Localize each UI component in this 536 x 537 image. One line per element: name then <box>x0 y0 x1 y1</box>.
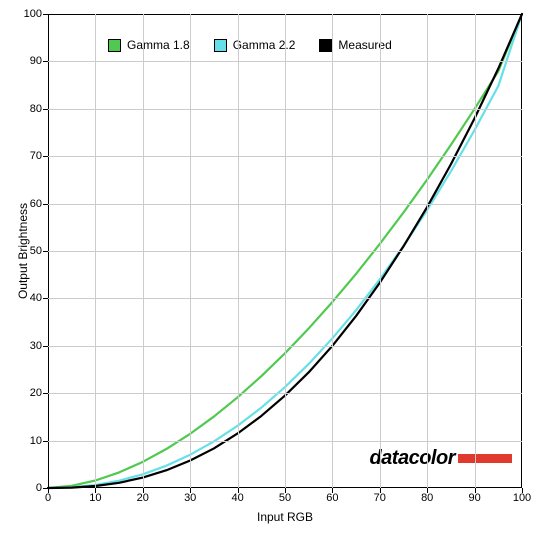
watermark: datacolor <box>369 447 512 470</box>
gridline-h <box>48 251 522 252</box>
legend-item: Gamma 2.2 <box>214 38 296 52</box>
legend: Gamma 1.8 Gamma 2.2 Measured <box>108 38 392 52</box>
tick-mark-y <box>43 441 48 442</box>
x-tick-label: 20 <box>137 492 149 504</box>
legend-label: Gamma 2.2 <box>233 38 296 52</box>
x-tick-label: 40 <box>231 492 243 504</box>
plot-area: Gamma 1.8Gamma 2.2Measured datacolor Inp… <box>48 14 522 488</box>
watermark-bar <box>458 454 512 463</box>
y-axis-label: Output Brightness <box>16 203 30 299</box>
y-tick-label: 100 <box>24 8 42 20</box>
x-tick-label: 80 <box>421 492 433 504</box>
tick-mark-y <box>43 488 48 489</box>
tick-mark-y <box>43 393 48 394</box>
gridline-h <box>48 393 522 394</box>
x-tick-label: 50 <box>279 492 291 504</box>
tick-mark-y <box>43 204 48 205</box>
tick-mark-y <box>43 251 48 252</box>
gridline-h <box>48 298 522 299</box>
x-axis-label: Input RGB <box>257 510 313 524</box>
tick-mark-y <box>43 346 48 347</box>
legend-swatch <box>319 39 332 52</box>
tick-mark-y <box>43 156 48 157</box>
gridline-h <box>48 109 522 110</box>
legend-item: Measured <box>319 38 391 52</box>
tick-mark-y <box>43 298 48 299</box>
gridline-h <box>48 156 522 157</box>
y-tick-label: 50 <box>30 245 42 257</box>
x-tick-label: 70 <box>374 492 386 504</box>
x-tick-label: 10 <box>89 492 101 504</box>
x-tick-label: 60 <box>326 492 338 504</box>
y-tick-label: 20 <box>30 387 42 399</box>
gamma-chart: Gamma 1.8 Gamma 2.2 Measured datacolor Inp… <box>0 0 536 537</box>
legend-item: Gamma 1.8 <box>108 38 190 52</box>
y-tick-label: 90 <box>30 55 42 67</box>
legend-swatch <box>214 39 227 52</box>
y-tick-label: 30 <box>30 340 42 352</box>
tick-mark-y <box>43 61 48 62</box>
y-tick-label: 60 <box>30 198 42 210</box>
y-tick-label: 80 <box>30 103 42 115</box>
legend-label: Measured <box>338 38 391 52</box>
y-tick-label: 0 <box>36 482 42 494</box>
tick-mark-y <box>43 14 48 15</box>
y-tick-label: 10 <box>30 435 42 447</box>
tick-mark-y <box>43 109 48 110</box>
x-tick-label: 0 <box>45 492 51 504</box>
gridline-h <box>48 346 522 347</box>
x-tick-label: 90 <box>468 492 480 504</box>
y-tick-label: 40 <box>30 292 42 304</box>
watermark-text: datacolor <box>369 447 455 470</box>
x-tick-label: 100 <box>513 492 531 504</box>
legend-label: Gamma 1.8 <box>127 38 190 52</box>
gridline-h <box>48 441 522 442</box>
gridline-h <box>48 61 522 62</box>
y-tick-label: 70 <box>30 150 42 162</box>
x-tick-label: 30 <box>184 492 196 504</box>
gridline-h <box>48 204 522 205</box>
legend-swatch <box>108 39 121 52</box>
